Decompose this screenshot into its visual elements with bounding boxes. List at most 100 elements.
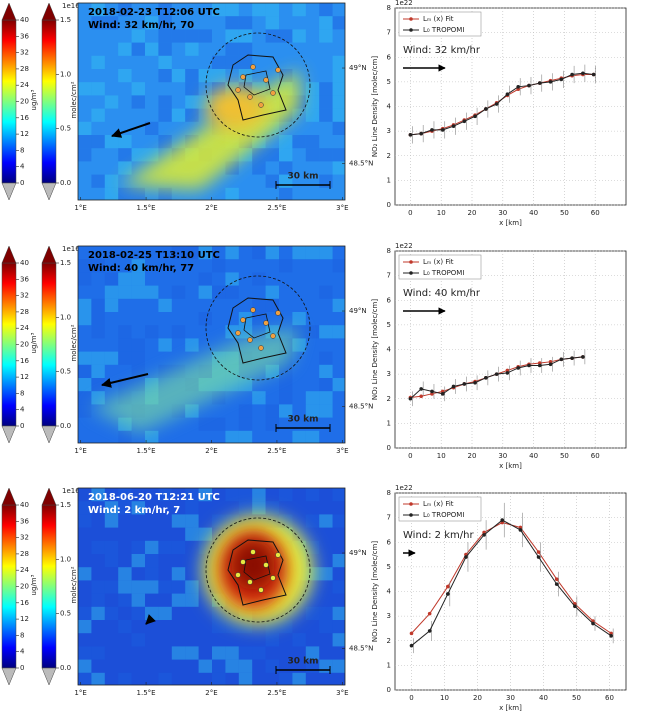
map-pixel [131, 540, 145, 554]
series-marker [427, 629, 432, 633]
map-pixel [212, 285, 226, 299]
map-image [78, 246, 345, 443]
colorbar-tick-label: 8 [20, 146, 24, 154]
map-pixel [171, 540, 186, 554]
map-pixel [131, 338, 145, 352]
map-pixel [78, 514, 92, 528]
map-pixel [91, 3, 105, 17]
y-tick-label: 7 [387, 272, 391, 280]
colorbar-label: molec/cm² [70, 566, 78, 603]
series-marker [494, 372, 499, 376]
map-pixel [91, 606, 105, 620]
x-tick-label: 0 [408, 209, 412, 217]
map-pixel [78, 82, 92, 96]
map-pixel [118, 3, 132, 17]
map-pixel [131, 501, 145, 515]
map-pixel [332, 161, 345, 175]
map-pixel [238, 55, 253, 69]
x-tick-label: 2.5°E [267, 447, 286, 455]
map-station [240, 317, 246, 323]
map-pixel [145, 285, 159, 299]
series-marker [548, 362, 553, 367]
map-station [240, 559, 246, 565]
map-pixel [185, 488, 199, 502]
series-marker [591, 621, 595, 626]
map-pixel [104, 540, 119, 554]
map-pixel [305, 246, 320, 260]
map-pixel [118, 69, 132, 83]
map-image [78, 488, 345, 685]
series-marker [591, 72, 596, 77]
colorbar-tick-label: 4 [20, 406, 25, 414]
map-pixel [185, 580, 199, 594]
colorbar-tick-label: 0.5 [60, 610, 71, 618]
map-station [263, 562, 269, 568]
map-pixel [238, 659, 253, 673]
x-tick-label: 1°E [74, 689, 86, 697]
map-pixel [252, 246, 266, 260]
colorbar-tick-label: 32 [20, 292, 29, 300]
y-tick-label: 5 [387, 321, 391, 329]
plot-area [394, 7, 627, 206]
map-pixel [252, 488, 266, 502]
map-pixel [118, 161, 132, 175]
map-station [247, 579, 253, 585]
map-pixel [238, 672, 253, 685]
legend-marker [409, 271, 413, 275]
colorbar-tick-label: 0 [20, 179, 24, 187]
map-pixel [91, 391, 105, 405]
x-tick-label: 10 [437, 452, 446, 460]
colorbar-tick-label: 36 [20, 32, 29, 40]
map-pixel [238, 501, 253, 515]
series-marker [570, 72, 574, 77]
map-pixel [212, 3, 226, 17]
map-pixel [91, 593, 105, 607]
map-pixel [305, 606, 320, 620]
map-pixel [238, 646, 253, 660]
plot-area [394, 492, 627, 691]
map-pixel [332, 488, 345, 502]
map-pixel [265, 148, 279, 162]
map-pixel [91, 312, 105, 326]
y-tick-label: 2 [387, 395, 391, 403]
map-pixel [332, 82, 345, 96]
series-marker [518, 528, 523, 532]
map-pixel [292, 135, 306, 149]
map-pixel [104, 554, 119, 568]
map-pixel [332, 554, 345, 568]
map-pixel [78, 298, 92, 312]
map-pixel [279, 488, 293, 502]
x-tick-label: 40 [529, 452, 538, 460]
map-pixel [279, 404, 293, 418]
map-pixel [332, 378, 345, 392]
map-pixel [225, 187, 239, 200]
map-pixel [158, 338, 172, 352]
x-tick-label: 50 [560, 209, 569, 217]
x-tick-label: 3°E [336, 204, 348, 212]
colorbar-tick-label: 8 [20, 631, 24, 639]
map-pixel [279, 391, 293, 405]
map-pixel [332, 580, 345, 594]
map-pixel [118, 430, 132, 443]
map-pixel [158, 298, 172, 312]
y-tick-label: 49°N [349, 549, 367, 557]
map-pixel [91, 580, 105, 594]
map-subtitle: Wind: 2 km/hr, 7 [88, 505, 180, 516]
map-pixel [91, 174, 105, 188]
colorbar-tick-label: 16 [20, 599, 29, 607]
colorbar-tick-label: 1.0 [60, 555, 71, 563]
colorbar-tick-label: 28 [20, 308, 29, 316]
y-tick-label: 6 [387, 296, 392, 304]
series-marker [451, 124, 456, 128]
colorbar-tick-label: 20 [20, 98, 29, 106]
map-pixel [265, 3, 279, 17]
colorbar-extend-top [41, 245, 57, 264]
map-pixel [198, 29, 212, 43]
x-tick-label: 0 [408, 452, 412, 460]
y-tick-label: 1 [387, 661, 391, 669]
map-pixel [332, 659, 345, 673]
map-pixel [319, 29, 333, 43]
y-tick-label: 8 [387, 4, 391, 12]
map-pixel [265, 633, 279, 647]
x-tick-label: 1.5°E [137, 689, 156, 697]
